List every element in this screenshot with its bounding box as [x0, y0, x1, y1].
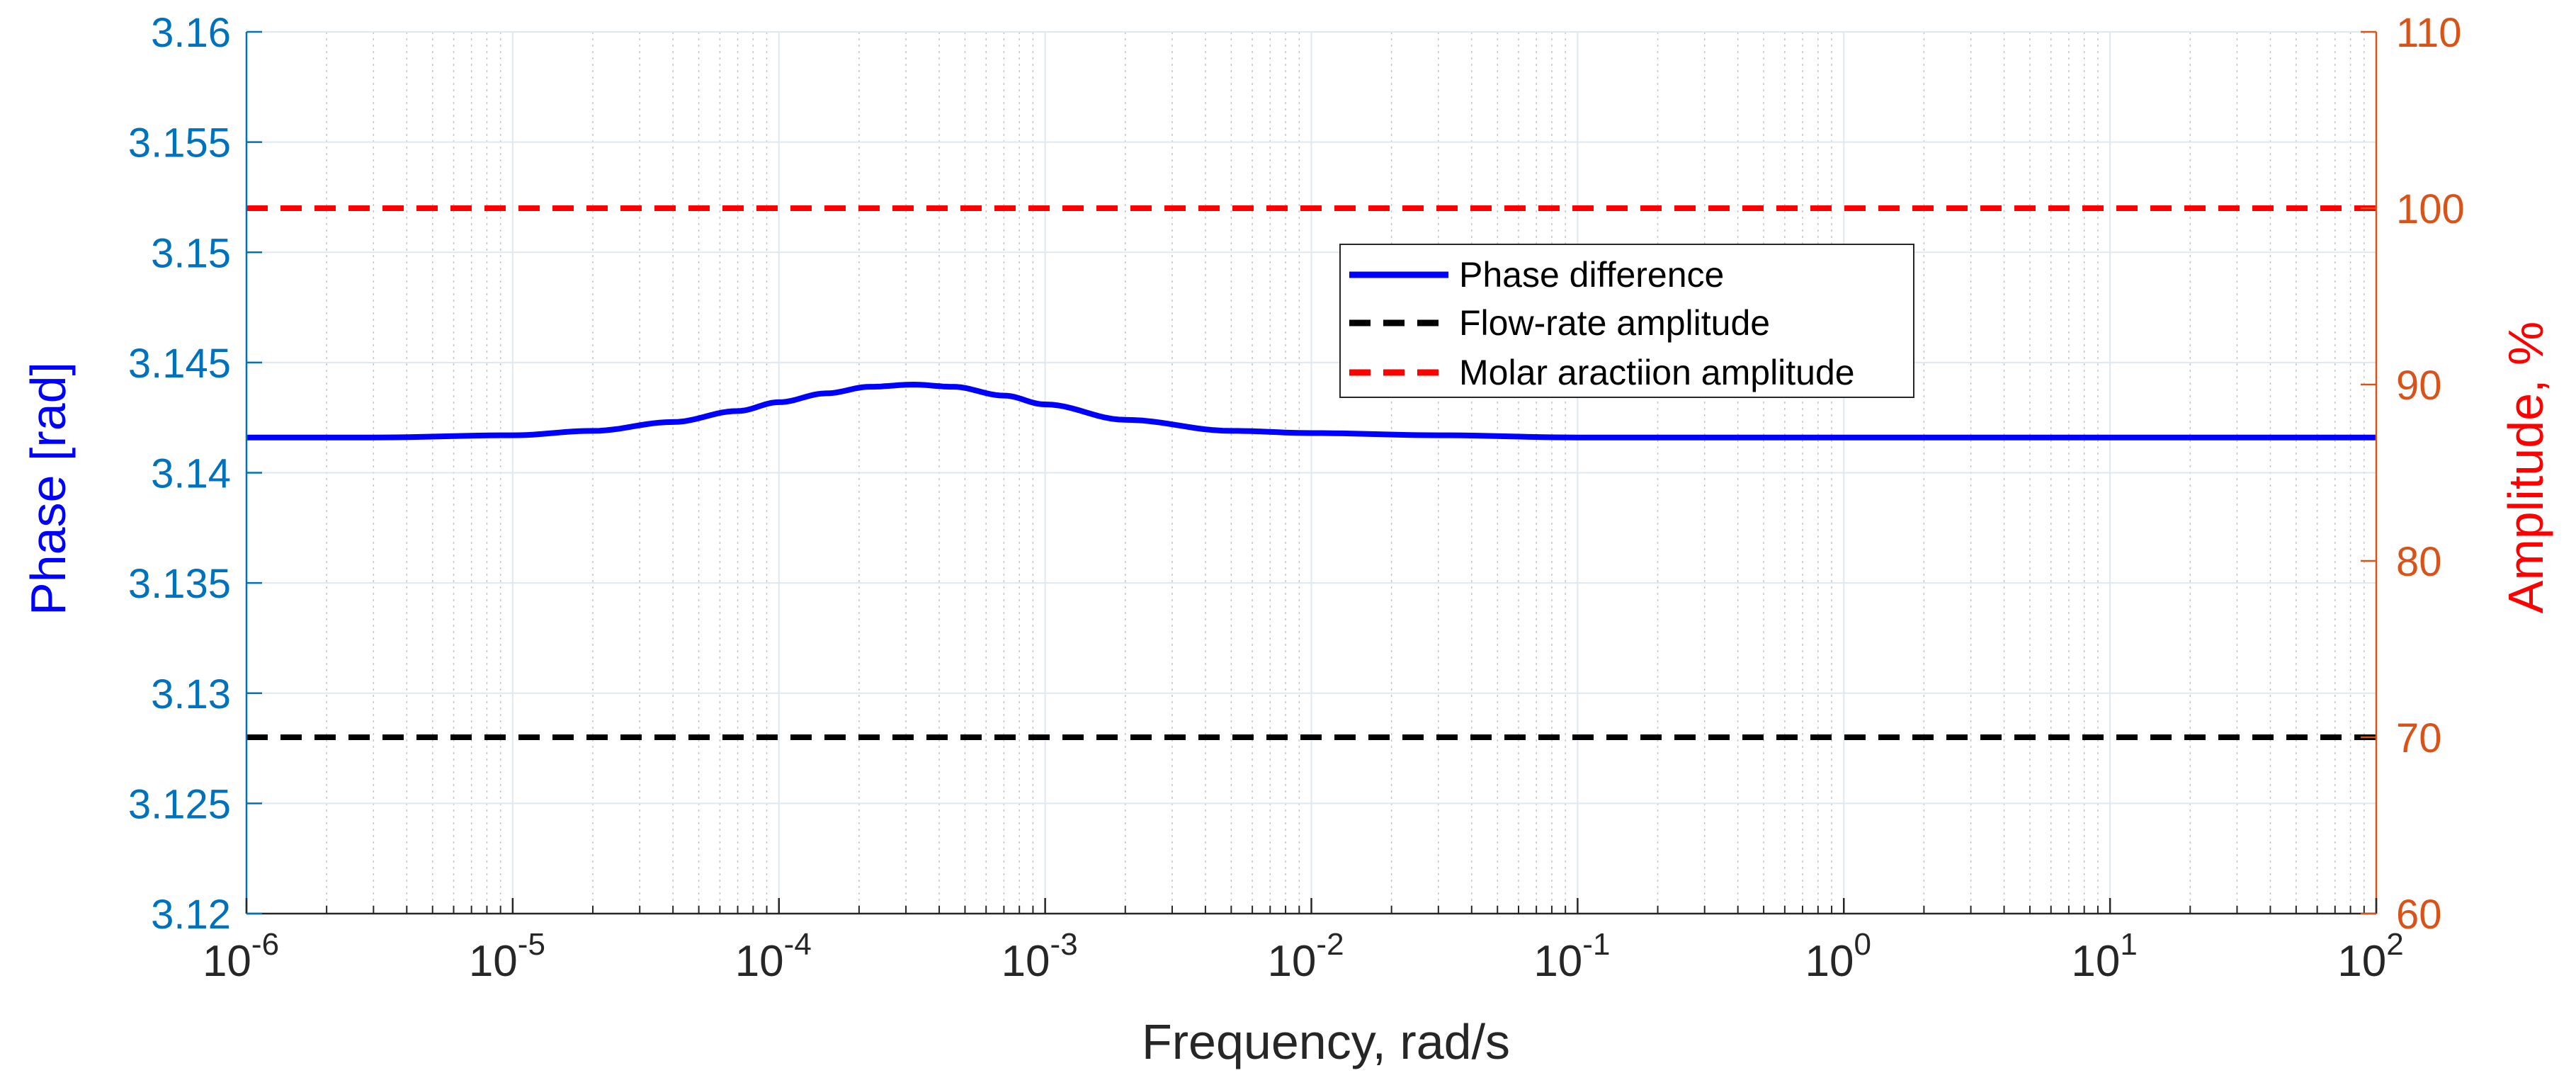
- left-y-tick-label: 3.15: [151, 230, 231, 276]
- tick-labels: 10-6 10-5 10-4 10-3 10-2 10-1 100 101 102 3.12 3.1…: [128, 10, 2465, 986]
- legend: Phase difference Flow-rate amplitude Mol…: [1339, 244, 1914, 398]
- right-y-axis-label: Amplitude, %: [2498, 322, 2553, 613]
- left-y-tick-label: 3.125: [128, 781, 231, 827]
- grid: [246, 31, 2377, 914]
- right-y-tick-label: 100: [2396, 186, 2465, 232]
- left-y-tick-label: 3.13: [151, 671, 231, 717]
- x-axis-label: Frequency, rad/s: [1142, 1014, 1510, 1069]
- legend-label-phase-difference: Phase difference: [1459, 255, 1724, 295]
- legend-label-molar-aractiion-amplitude: Molar aractiion amplitude: [1459, 353, 1855, 392]
- x-tick-label: 101: [2071, 927, 2137, 986]
- x-tick-label: 102: [2337, 927, 2403, 986]
- left-y-tick-label: 3.12: [151, 892, 231, 938]
- left-y-tick-label: 3.16: [151, 10, 231, 56]
- right-y-tick-label: 70: [2396, 715, 2442, 761]
- x-tick-label: 10-5: [469, 927, 545, 986]
- series-line-phase-difference: [246, 382, 2376, 441]
- series-layer: [246, 205, 2376, 740]
- left-y-tick-label: 3.135: [128, 561, 231, 607]
- left-y-axis-label: Phase [rad]: [21, 362, 76, 615]
- right-y-tick-label: 90: [2396, 363, 2442, 409]
- x-tick-label: 10-1: [1533, 927, 1610, 986]
- x-tick-label: 100: [1805, 927, 1871, 986]
- legend-label-flow-rate-amplitude: Flow-rate amplitude: [1459, 303, 1770, 343]
- x-tick-label: 10-2: [1267, 927, 1344, 986]
- axes: [245, 30, 2378, 915]
- right-y-tick-label: 60: [2396, 892, 2442, 938]
- left-y-tick-label: 3.14: [151, 451, 231, 497]
- x-tick-label: 10-4: [735, 927, 812, 986]
- x-tick-label: 10-6: [203, 927, 279, 986]
- right-y-tick-label: 80: [2396, 539, 2442, 585]
- left-y-tick-label: 3.155: [128, 120, 231, 166]
- left-y-tick-label: 3.145: [128, 341, 231, 387]
- x-tick-label: 10-3: [1002, 927, 1078, 986]
- right-y-tick-label: 110: [2396, 10, 2461, 56]
